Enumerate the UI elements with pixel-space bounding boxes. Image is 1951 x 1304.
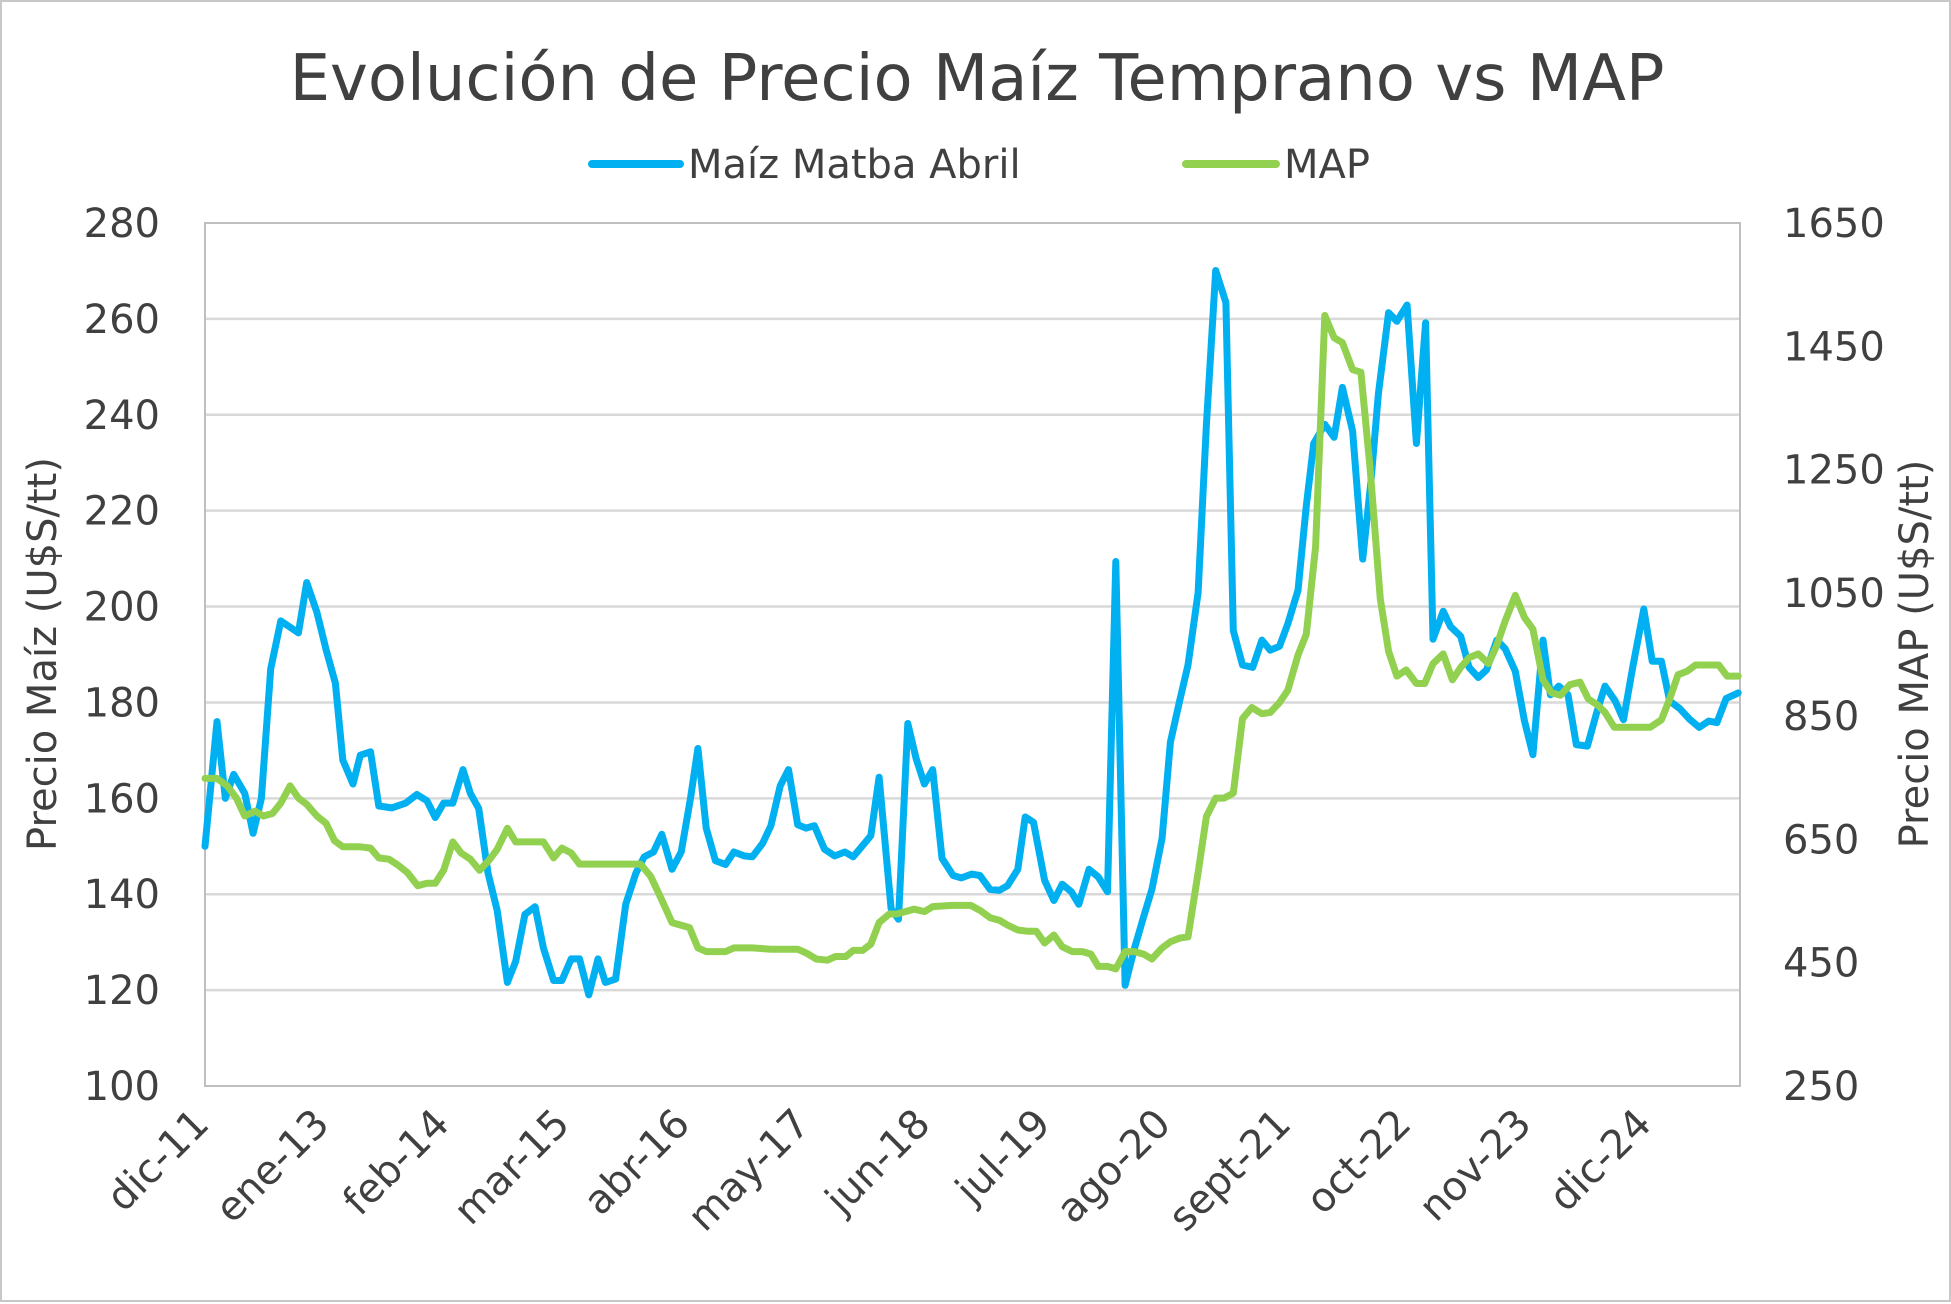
y-axis-title-right: Precio MAP (U$S/tt) <box>1892 460 1938 849</box>
y-tick-label: 240 <box>84 393 160 439</box>
y2-tick-label: 1050 <box>1783 571 1885 617</box>
x-tick-label: ago-20 <box>1048 1101 1180 1233</box>
y-tick-label: 100 <box>84 1064 160 1110</box>
y-tick-label: 160 <box>84 776 160 822</box>
x-tick-label: oct-22 <box>1298 1101 1421 1224</box>
x-tick-label: dic-11 <box>98 1101 218 1221</box>
y2-tick-label: 450 <box>1783 941 1859 987</box>
x-axis: dic-11ene-13feb-14mar-15abr-16may-17jun-… <box>98 1101 1661 1241</box>
y-axis-left: 100 120 140 160 180 200 220 240 260 280 <box>84 201 160 1110</box>
x-tick-label: nov-23 <box>1410 1101 1540 1231</box>
x-tick-label: jun-18 <box>816 1101 939 1224</box>
chart-title: Evolución de Precio Maíz Temprano vs MAP <box>290 42 1665 116</box>
y-tick-label: 140 <box>84 872 160 918</box>
gridlines <box>205 317 1740 992</box>
y-axis-title-left: Precio Maíz (U$S/tt) <box>20 457 66 851</box>
series-line-map <box>201 312 1742 973</box>
y2-tick-label: 1650 <box>1783 201 1885 247</box>
y-tick-label: 180 <box>84 680 160 726</box>
x-tick-label: may-17 <box>679 1101 819 1241</box>
y-tick-label: 260 <box>84 297 160 343</box>
series-line-maiz <box>201 267 1742 999</box>
series-lines <box>201 267 1742 999</box>
y2-tick-label: 250 <box>1783 1064 1859 1110</box>
x-tick-label: dic-24 <box>1541 1101 1661 1221</box>
y-tick-label: 220 <box>84 489 160 535</box>
legend-label-maiz: Maíz Matba Abril <box>688 142 1021 188</box>
x-tick-label: feb-14 <box>334 1101 458 1225</box>
legend-label-map: MAP <box>1284 142 1370 188</box>
y-tick-label: 280 <box>84 201 160 247</box>
x-tick-label: jul-19 <box>946 1101 1059 1214</box>
y2-tick-label: 1450 <box>1783 324 1885 370</box>
y-axis-right: 250 450 650 850 1050 1250 1450 1650 <box>1783 201 1885 1110</box>
y2-tick-label: 1250 <box>1783 448 1885 494</box>
x-tick-label: ene-13 <box>207 1101 338 1232</box>
legend: Maíz Matba Abril MAP <box>588 142 1370 188</box>
y2-tick-label: 650 <box>1783 817 1859 863</box>
y2-tick-label: 850 <box>1783 694 1859 740</box>
x-tick-label: sept-21 <box>1160 1101 1300 1241</box>
y-tick-label: 120 <box>84 968 160 1014</box>
y-tick-label: 200 <box>84 585 160 631</box>
x-tick-label: mar-15 <box>445 1101 578 1234</box>
plot-area-border <box>204 222 1741 1087</box>
